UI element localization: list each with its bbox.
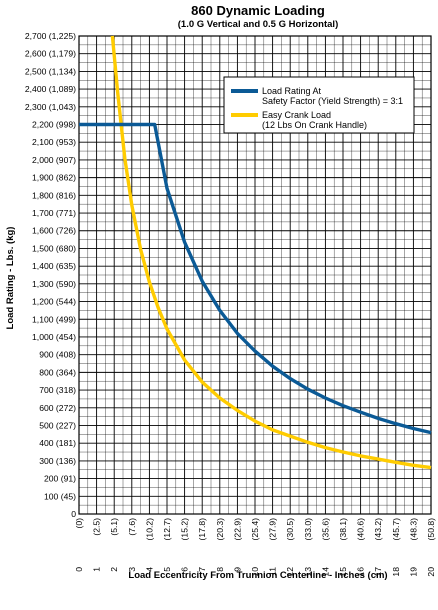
x-tick-label-inch: 11 <box>268 567 278 576</box>
y-axis-tick-labels: 0 100 (45) 200 (91) 300 (136) 400 (181) 500 (… <box>25 31 84 529</box>
y-tick-label: 2,300 (1,043) <box>25 102 76 112</box>
y-tick-label: 600 (272) <box>39 403 76 413</box>
y-tick-label: 100 (45) <box>44 491 76 501</box>
x-tick-label-cm: (0) <box>74 518 84 529</box>
series-line-load-rating <box>79 122 432 435</box>
plot-border <box>78 35 432 515</box>
x-tick-label-cm: (10.2) <box>144 518 154 541</box>
x-tick-label-cm: (17.8) <box>197 518 207 541</box>
x-tick-label-inch: 8 <box>215 567 225 572</box>
x-tick-label-inch: 10 <box>250 567 260 577</box>
x-axis-tick-labels: 0 (2.5) 1 (5.1) 2 (7.6) 3 (10.2) 4 (12.7) 5 (15.2) 6… <box>74 518 436 577</box>
x-tick-label-inch: 19 <box>408 567 418 577</box>
x-tick-label-cm: (40.6) <box>356 518 366 541</box>
y-tick-label: 1,200 (544) <box>32 297 76 307</box>
x-axis-label: Load Eccentricity From Trunnion Centerli… <box>128 570 387 581</box>
x-tick-label-inch: 5 <box>162 567 172 572</box>
x-tick-label-inch: 12 <box>285 567 295 577</box>
series-lines <box>79 35 432 470</box>
y-tick-label: 2,200 (998) <box>32 120 76 130</box>
legend-label-load-rating-line2: Safety Factor (Yield Strength) = 3:1 <box>262 96 403 106</box>
x-tick-label-inch: 2 <box>109 567 119 572</box>
chart-title: 860 Dynamic Loading <box>191 3 325 18</box>
x-tick-label-cm: (35.6) <box>320 518 330 541</box>
x-tick-label-inch: 1 <box>92 567 102 572</box>
y-tick-label: 1,500 (680) <box>32 243 76 253</box>
x-tick-label-inch: 6 <box>180 567 190 572</box>
y-tick-label: 1,000 (454) <box>32 332 76 342</box>
y-tick-label: 1,600 (726) <box>32 226 76 236</box>
x-tick-label-cm: (43.2) <box>373 518 383 541</box>
y-tick-label: 1,700 (771) <box>32 208 76 218</box>
x-tick-label-cm: (25.4) <box>250 518 260 541</box>
x-tick-label-cm: (33.0) <box>303 518 313 541</box>
y-tick-label: 2,600 (1,179) <box>25 49 76 59</box>
x-tick-label-cm: (12.7) <box>162 518 172 541</box>
x-tick-label-cm: (38.1) <box>338 518 348 541</box>
y-tick-label: 2,700 (1,225) <box>25 31 76 41</box>
y-tick-label: 1,300 (590) <box>32 279 76 289</box>
x-tick-label-inch: 17 <box>373 567 383 577</box>
y-tick-label: 300 (136) <box>39 456 76 466</box>
x-tick-label-inch: 9 <box>232 567 242 572</box>
y-tick-label: 2,100 (953) <box>32 137 76 147</box>
chart-subtitle: (1.0 G Vertical and 0.5 G Horizontal) <box>178 19 339 30</box>
x-tick-label-cm: (2.5) <box>92 518 102 536</box>
y-tick-label: 2,000 (907) <box>32 155 76 165</box>
x-tick-label-cm: (22.9) <box>232 518 242 541</box>
x-tick-label-inch: 13 <box>303 567 313 577</box>
x-tick-label-cm: (48.3) <box>408 518 418 541</box>
y-tick-label: 1,100 (499) <box>32 314 76 324</box>
series-line-easy-crank <box>110 35 432 470</box>
legend-label-easy-crank-line2: (12 Lbs On Crank Handle) <box>262 120 367 130</box>
x-tick-label-cm: (45.7) <box>391 518 401 541</box>
legend: Load Rating At Safety Factor (Yield Stre… <box>223 76 415 134</box>
x-tick-label-cm: (5.1) <box>109 518 119 536</box>
y-tick-label: 500 (227) <box>39 420 76 430</box>
y-tick-label: 2,500 (1,134) <box>25 66 76 76</box>
x-tick-label-cm: (27.9) <box>268 518 278 541</box>
legend-label-easy-crank-line1: Easy Crank Load <box>262 110 331 120</box>
y-tick-label: 1,800 (816) <box>32 190 76 200</box>
x-tick-label-cm: (50.8) <box>426 518 436 541</box>
legend-label-load-rating-line1: Load Rating At <box>262 86 322 96</box>
y-tick-label: 900 (408) <box>39 350 76 360</box>
x-tick-label-cm: (20.3) <box>215 518 225 541</box>
y-tick-label: 2,400 (1,089) <box>25 84 76 94</box>
y-tick-label: 400 (181) <box>39 438 76 448</box>
y-axis-label: Load Rating - Lbs. (kg) <box>5 227 16 330</box>
x-tick-label-inch: 7 <box>197 567 207 572</box>
x-tick-label-inch: 3 <box>127 567 137 572</box>
y-tick-label: 800 (364) <box>39 367 76 377</box>
x-tick-label-inch: 4 <box>144 567 154 572</box>
x-tick-label-cm: (30.5) <box>285 518 295 541</box>
legend-box <box>223 76 415 134</box>
x-tick-label-inch: 15 <box>338 567 348 577</box>
y-tick-label: 200 (91) <box>44 474 76 484</box>
x-tick-label-inch: 16 <box>356 567 366 577</box>
x-tick-label-inch: 20 <box>426 567 436 577</box>
x-tick-label-inch: 14 <box>320 567 330 577</box>
y-tick-label: 1,400 (635) <box>32 261 76 271</box>
y-tick-label: 1,900 (862) <box>32 173 76 183</box>
x-tick-label-inch: 18 <box>391 567 401 577</box>
y-tick-label: 0 <box>71 509 76 519</box>
x-tick-label-cm: (7.6) <box>127 518 137 536</box>
x-tick-label-cm: (15.2) <box>180 518 190 541</box>
y-tick-label: 700 (318) <box>39 385 76 395</box>
x-tick-label-inch: 0 <box>74 567 84 572</box>
